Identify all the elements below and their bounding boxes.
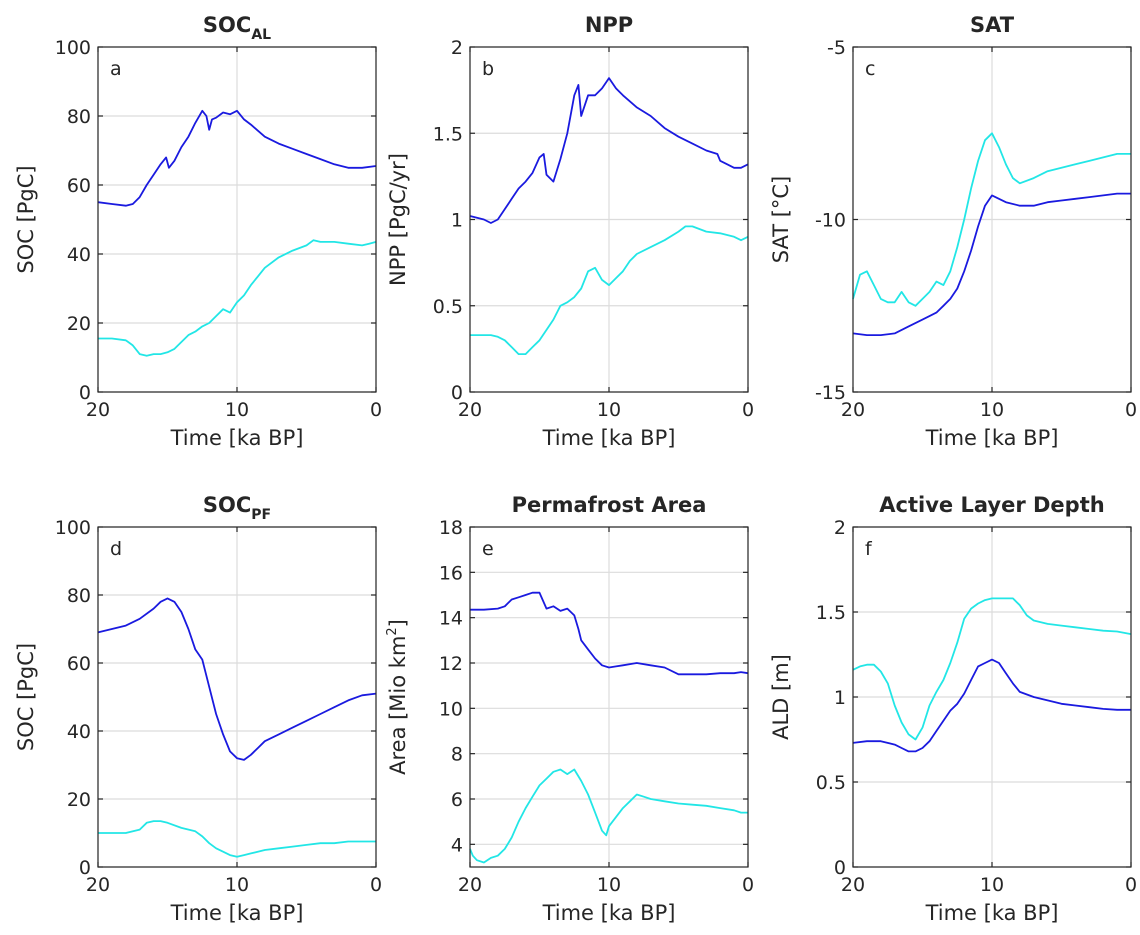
x-axis-label: Time [ka BP] (925, 901, 1059, 925)
x-axis-label: Time [ka BP] (170, 426, 304, 450)
panel-letter: e (482, 538, 494, 560)
series-line-2 (852, 597, 1132, 741)
x-tick-label: 10 (980, 874, 1004, 896)
y-tick-label: 0 (451, 382, 463, 404)
series-line-1 (97, 597, 377, 761)
x-tick-label: 20 (841, 874, 865, 896)
y-tick-label: 20 (67, 789, 91, 811)
x-axis-label: Time [ka BP] (542, 901, 676, 925)
panel-title-sub: PF (251, 507, 271, 523)
y-axis-label: SOC [PgC] (14, 643, 38, 751)
series-line-1 (852, 658, 1131, 753)
panel-title: SOCAL (203, 13, 271, 43)
panel-title: Active Layer Depth (879, 493, 1104, 517)
y-tick-label: 100 (55, 517, 91, 539)
x-tick-label: 0 (370, 874, 382, 896)
y-tick-label: 40 (67, 721, 91, 743)
series-line-1 (97, 109, 377, 207)
y-tick-label: 0 (834, 857, 846, 879)
y-tick-label: -15 (815, 382, 846, 404)
y-tick-label: 8 (451, 744, 463, 766)
y-tick-label: 0.5 (816, 772, 846, 794)
y-axis-label: SAT [°C] (769, 176, 793, 264)
y-tick-label: 100 (55, 37, 91, 59)
y-tick-label: -10 (815, 210, 846, 232)
y-tick-label: 1 (834, 687, 846, 709)
y-tick-label: 0 (79, 382, 91, 404)
y-tick-label: 40 (67, 244, 91, 266)
x-axis-label: Time [ka BP] (925, 426, 1059, 450)
y-tick-label: 16 (439, 562, 463, 584)
panel-letter: b (482, 58, 494, 80)
series-line-2 (98, 820, 376, 858)
y-axis-label: NPP [PgC/yr] (386, 153, 410, 286)
x-tick-label: 10 (225, 874, 249, 896)
y-tick-label: 20 (67, 313, 91, 335)
x-tick-label: 20 (86, 874, 110, 896)
x-tick-label: 10 (980, 399, 1004, 421)
panel-letter: a (110, 58, 122, 80)
y-tick-label: 18 (439, 517, 463, 539)
series-line-1 (469, 77, 749, 224)
y-tick-label: 0.5 (433, 296, 463, 318)
y-tick-label: 4 (451, 834, 463, 856)
y-tick-label: -5 (827, 37, 846, 59)
panel-e: 20 10 0 4 6 8 10 12 14 16 18 Time [ka BP] Area [Mio … (385, 493, 754, 925)
y-tick-label: 1 (451, 210, 463, 232)
y-tick-label: 6 (451, 789, 463, 811)
series-line-1 (852, 192, 1131, 337)
x-tick-label: 0 (742, 399, 754, 421)
y-axis-label-end: ] (386, 619, 410, 627)
x-tick-label: 0 (1125, 874, 1137, 896)
y-tick-label: 1.5 (433, 123, 463, 145)
series-line-2 (98, 239, 377, 357)
y-tick-label: 0 (79, 857, 91, 879)
x-tick-label: 10 (225, 399, 249, 421)
panel-title: SAT (970, 13, 1015, 37)
x-axis-label: Time [ka BP] (542, 426, 676, 450)
y-tick-label: 14 (439, 608, 463, 630)
y-tick-label: 60 (67, 175, 91, 197)
panel-title: NPP (585, 13, 633, 37)
y-tick-label: 80 (67, 106, 91, 128)
panel-letter: d (110, 538, 122, 560)
y-tick-label: 2 (834, 517, 846, 539)
x-tick-label: 20 (841, 399, 865, 421)
x-tick-label: 0 (742, 874, 754, 896)
series-line-2 (469, 768, 748, 864)
y-axis-label: Area [Mio km2] (385, 619, 410, 775)
y-tick-label: 10 (439, 698, 463, 720)
x-axis-label: Time [ka BP] (170, 901, 304, 925)
panel-title: SOCPF (203, 493, 271, 523)
x-tick-label: 20 (86, 399, 110, 421)
panel-f: 20 10 0 0 0.5 1 1.5 2 Time [ka BP] ALD [m] Active … (769, 493, 1137, 925)
series-line-2 (852, 132, 1131, 307)
x-tick-label: 0 (1125, 399, 1137, 421)
y-tick-label: 60 (67, 653, 91, 675)
x-tick-label: 10 (597, 399, 621, 421)
x-tick-label: 20 (458, 399, 482, 421)
y-tick-label: 1.5 (816, 602, 846, 624)
series-line-2 (470, 225, 749, 356)
x-tick-label: 20 (458, 874, 482, 896)
x-tick-label: 10 (597, 874, 621, 896)
x-tick-label: 0 (370, 399, 382, 421)
y-tick-label: 80 (67, 585, 91, 607)
panel-title: Permafrost Area (512, 493, 707, 517)
panel-title-sub: AL (251, 27, 271, 43)
y-axis-label-sup: 2 (385, 627, 400, 635)
panel-b: 20 10 0 0 0.5 1 1.5 2 Time [ka BP] NPP [PgC/yr] NP… (386, 13, 754, 450)
series-line-1 (470, 591, 749, 676)
y-tick-label: 12 (439, 653, 463, 675)
y-axis-label: ALD [m] (769, 654, 793, 740)
y-axis-label: SOC [PgC] (14, 165, 38, 273)
panel-c: 20 10 0 -15 -10 -5 Time [ka BP] SAT [°C] SAT c (769, 13, 1137, 450)
panel-letter: c (865, 58, 875, 80)
y-tick-label: 2 (451, 37, 463, 59)
panel-letter: f (865, 538, 873, 560)
